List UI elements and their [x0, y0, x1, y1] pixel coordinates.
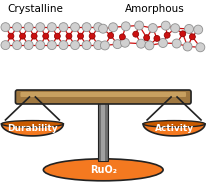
Polygon shape — [143, 124, 205, 136]
Text: Crystalline: Crystalline — [7, 4, 63, 14]
Circle shape — [36, 41, 45, 50]
Text: Amorphous: Amorphous — [125, 4, 185, 14]
Ellipse shape — [43, 159, 163, 181]
Circle shape — [1, 41, 10, 50]
Circle shape — [158, 39, 167, 47]
Circle shape — [135, 21, 144, 30]
Circle shape — [13, 41, 22, 50]
Text: Durability: Durability — [7, 124, 58, 133]
Circle shape — [77, 33, 83, 39]
Circle shape — [59, 23, 68, 32]
Polygon shape — [1, 124, 63, 136]
Circle shape — [145, 41, 154, 50]
Circle shape — [20, 33, 26, 39]
Circle shape — [183, 42, 192, 51]
Circle shape — [94, 41, 103, 50]
Circle shape — [89, 33, 95, 39]
Circle shape — [189, 34, 195, 40]
Circle shape — [109, 23, 118, 32]
Bar — [98, 101, 108, 161]
Circle shape — [121, 38, 130, 47]
Circle shape — [148, 24, 157, 33]
Circle shape — [113, 40, 122, 49]
Circle shape — [144, 35, 150, 41]
Circle shape — [24, 41, 33, 50]
Circle shape — [154, 35, 160, 41]
Circle shape — [119, 34, 125, 40]
Circle shape — [194, 25, 203, 34]
Circle shape — [71, 41, 80, 50]
Circle shape — [82, 23, 91, 32]
Circle shape — [137, 39, 146, 48]
Circle shape — [13, 23, 22, 32]
FancyBboxPatch shape — [20, 92, 186, 97]
Circle shape — [171, 24, 180, 33]
Circle shape — [172, 39, 181, 48]
Circle shape — [100, 41, 109, 50]
Ellipse shape — [143, 121, 205, 127]
Circle shape — [196, 43, 205, 52]
Circle shape — [108, 33, 114, 39]
FancyBboxPatch shape — [15, 90, 191, 104]
Text: RuO₂: RuO₂ — [90, 165, 117, 175]
Circle shape — [161, 21, 170, 30]
Circle shape — [47, 23, 56, 32]
Circle shape — [180, 31, 186, 37]
Ellipse shape — [1, 121, 63, 127]
Circle shape — [133, 31, 139, 37]
Circle shape — [1, 23, 10, 32]
Circle shape — [82, 41, 91, 50]
Circle shape — [36, 23, 45, 32]
Circle shape — [24, 23, 33, 32]
Text: Activity: Activity — [154, 124, 194, 133]
Circle shape — [47, 41, 56, 50]
Circle shape — [66, 33, 72, 39]
Circle shape — [98, 24, 108, 33]
Circle shape — [43, 33, 49, 39]
Circle shape — [31, 33, 37, 39]
Circle shape — [54, 33, 60, 39]
Circle shape — [71, 23, 80, 32]
Circle shape — [94, 23, 103, 32]
Circle shape — [59, 41, 68, 50]
Circle shape — [8, 33, 14, 39]
Circle shape — [121, 22, 130, 31]
Bar — [101, 101, 105, 161]
Circle shape — [164, 32, 170, 38]
Circle shape — [185, 24, 193, 33]
